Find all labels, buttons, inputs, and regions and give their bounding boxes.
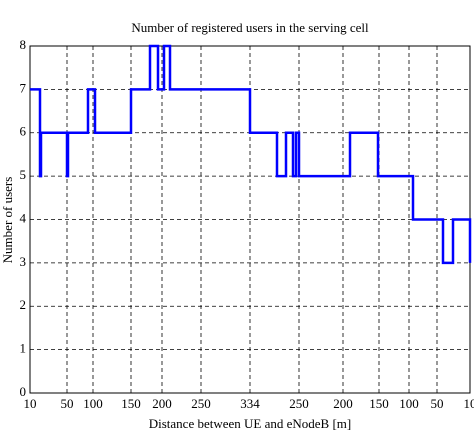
x-tick-label: 250 [191, 396, 211, 411]
x-axis-label: Distance between UE and eNodeB [m] [149, 416, 352, 431]
x-tick-label: 100 [83, 396, 103, 411]
y-tick-label: 2 [20, 297, 27, 312]
x-tick-label: 200 [152, 396, 172, 411]
y-tick-label: 3 [20, 254, 27, 269]
y-tick-label: 8 [20, 37, 27, 52]
y-tick-label: 6 [20, 124, 27, 139]
x-tick-label: 200 [333, 396, 353, 411]
step-line [30, 44, 472, 265]
x-tick-label: 50 [431, 396, 444, 411]
x-tick-label: 10 [24, 396, 37, 411]
x-tick-label: 150 [121, 396, 141, 411]
y-axis-label: Number of users [0, 177, 15, 264]
y-tick-label: 4 [20, 210, 27, 225]
y-tick-label: 1 [20, 341, 27, 356]
y-tick-label: 7 [20, 80, 27, 95]
x-tick-label: 50 [61, 396, 74, 411]
x-tick-label: 250 [289, 396, 309, 411]
x-tick-label: 334 [240, 396, 260, 411]
y-tick-label: 5 [20, 167, 27, 182]
x-tick-label: 10 [464, 396, 474, 411]
chart-title: Number of registered users in the servin… [131, 20, 369, 35]
y-tick-label: 0 [20, 384, 27, 399]
x-tick-label: 100 [399, 396, 419, 411]
x-tick-label: 150 [369, 396, 389, 411]
